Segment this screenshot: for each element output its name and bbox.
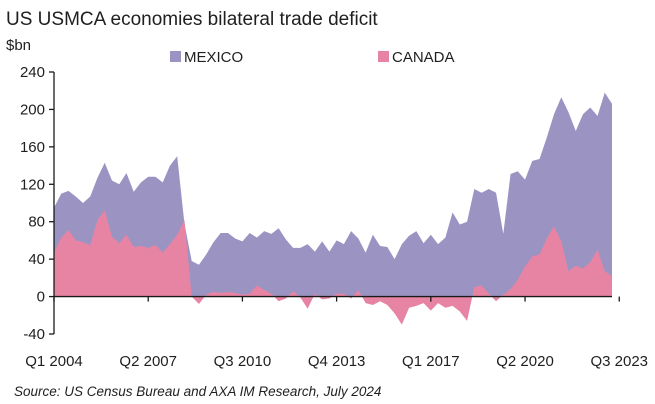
y-tick-label: 80 — [28, 214, 45, 231]
y-tick-label: 120 — [20, 176, 45, 193]
x-tick-label: Q1 2004 — [25, 353, 83, 370]
legend-label-mexico: MEXICO — [184, 49, 243, 66]
chart-title: US USMCA economies bilateral trade defic… — [6, 9, 378, 30]
y-tick-label: 160 — [20, 139, 45, 156]
y-axis-ticks: -40 0 40 80 120 160 200 240 — [20, 64, 54, 343]
x-tick-label: Q1 2017 — [402, 353, 460, 370]
y-tick-label: 240 — [20, 64, 45, 81]
legend-label-canada: CANADA — [392, 49, 455, 66]
x-tick-label: Q3 2010 — [214, 353, 272, 370]
x-tick-label: Q2 2007 — [119, 353, 177, 370]
legend: MEXICO CANADA — [170, 49, 455, 66]
y-tick-label: 40 — [28, 251, 45, 268]
y-tick-label: 0 — [37, 289, 45, 306]
x-tick-label: Q3 2023 — [590, 353, 648, 370]
y-axis-unit-label: $bn — [6, 37, 31, 54]
x-axis-ticks: Q1 2004 Q2 2007 Q3 2010 Q4 2013 Q1 2017 Q2 20… — [25, 296, 648, 370]
y-tick-label: 200 — [20, 101, 45, 118]
y-tick-label: -40 — [23, 326, 45, 343]
plot-areas — [54, 92, 612, 325]
legend-swatch-canada — [378, 51, 389, 62]
area-mexico — [54, 92, 612, 297]
x-tick-label: Q2 2020 — [496, 353, 554, 370]
x-tick-label: Q4 2013 — [308, 353, 366, 370]
source-note: Source: US Census Bureau and AXA IM Rese… — [14, 384, 381, 399]
axes — [53, 72, 612, 334]
legend-swatch-mexico — [170, 51, 181, 62]
